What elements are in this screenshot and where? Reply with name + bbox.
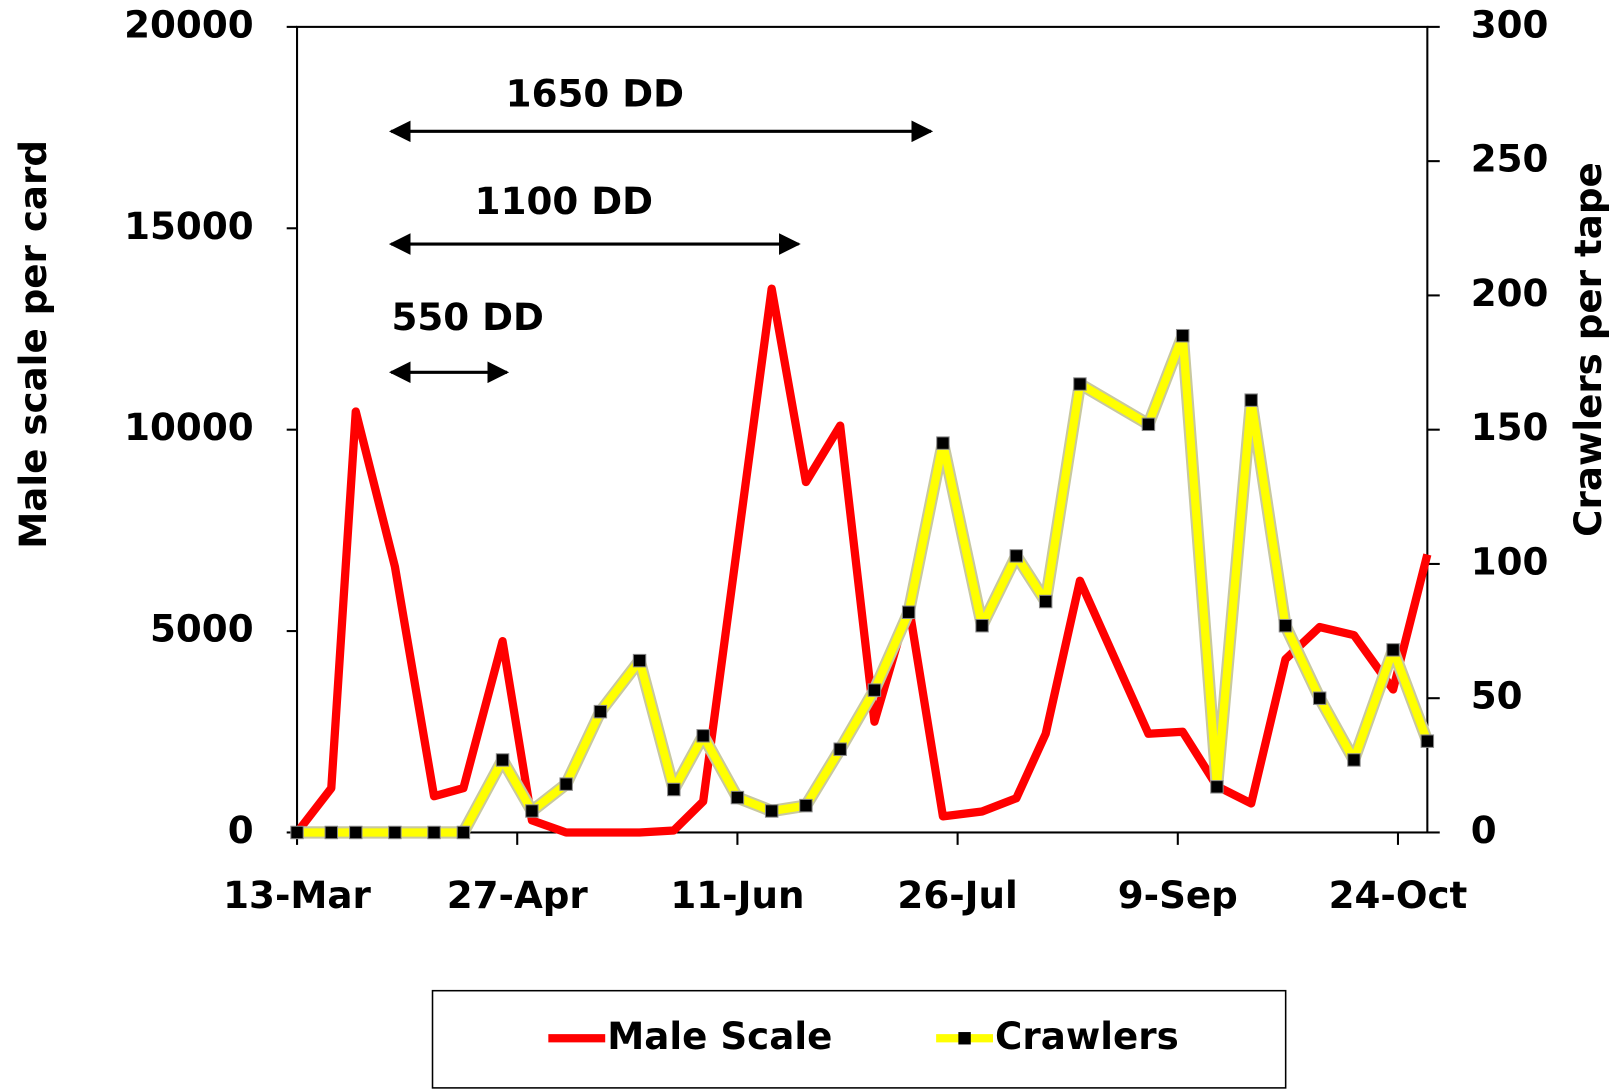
legend-label: Crawlers [995,1014,1179,1058]
point [456,825,471,840]
y-tick-label: 15000 [124,204,253,248]
y2-tick-label: 200 [1471,271,1549,315]
point [495,753,510,767]
point [290,825,304,840]
point [936,436,950,450]
series-line [293,284,1432,837]
legend-label: Male Scale [607,1014,832,1058]
y2-tick-label: 100 [1471,539,1549,583]
point [1312,691,1327,705]
y2-tick-label: 50 [1471,674,1523,718]
x-tick-label: 24-Oct [1329,873,1468,917]
point [427,825,441,840]
y2-tick-label: 0 [1471,808,1497,852]
x-tick-label: 26-Jul [897,873,1017,917]
point [1141,417,1156,432]
point [1278,618,1293,633]
point [1073,377,1087,391]
x-tick-label: 9-Sep [1118,873,1238,917]
point [901,605,916,619]
point [764,804,779,818]
annotation: 550 DD [391,295,543,339]
x-tick-label: 27-Apr [447,873,589,917]
point [833,742,847,756]
point [324,825,339,840]
point [867,683,882,697]
point [667,782,681,797]
y-axis-label: Male scale per card [11,140,55,549]
y2-axis-label: Crawlers per tape [1566,162,1610,537]
legend-marker [958,1032,971,1045]
annotation: 1100 DD [475,179,653,223]
x-tick-label: 11-Jun [670,873,804,917]
point [349,825,363,840]
y2-tick-label: 300 [1471,2,1549,46]
point [1347,753,1361,767]
point [1009,549,1024,563]
point [525,804,539,818]
point [975,618,989,633]
point [1210,780,1224,794]
point [1038,594,1053,609]
y-tick-label: 5000 [150,607,254,651]
y2-tick-label: 150 [1471,405,1549,449]
point [559,777,573,791]
point [696,729,710,743]
point [1420,734,1435,748]
y2-tick-label: 250 [1471,137,1549,181]
x-tick-label: 13-Mar [223,873,371,917]
y-tick-label: 0 [228,808,254,852]
point [1244,393,1258,407]
point [799,798,813,813]
point [730,790,745,805]
point [1386,643,1400,657]
annotation: 1650 DD [506,72,684,116]
point [1175,328,1190,343]
y-tick-label: 10000 [124,405,253,449]
point [388,825,402,840]
y-tick-label: 20000 [124,2,253,46]
point [632,653,647,668]
point [593,704,608,719]
